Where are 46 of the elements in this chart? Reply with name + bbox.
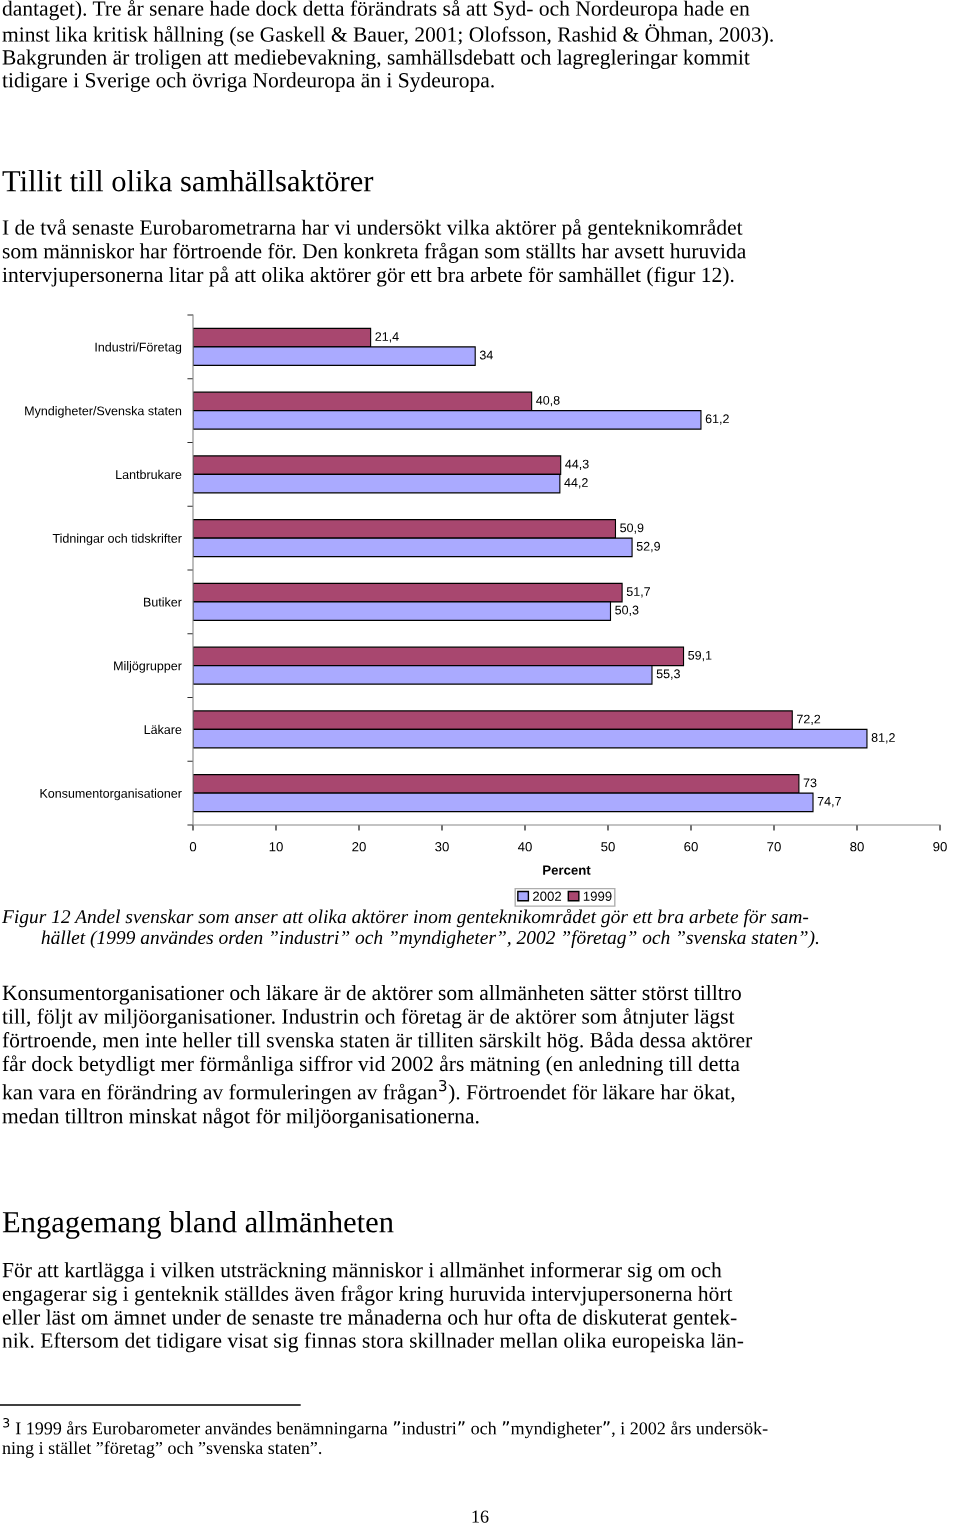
data-label: 72,2	[797, 714, 821, 725]
data-label: 52,9	[636, 541, 660, 553]
text: Figur 12 Andel svenskar som anser att olika aktörer inom genteknikområdet gör ett bra arbete för sam- hället (1999 användes orden ”industri” och ”myndigheter”, 2002 ”företag” och ”svenska staten”).	[1, 909, 819, 949]
legend-label: 2002	[533, 891, 562, 901]
data-label: 40,8	[536, 395, 560, 407]
data-label: 74,7	[817, 797, 841, 808]
text: Tillit till olika samhällsaktörer	[2, 170, 374, 192]
y-tick-label: Tidningar och tidskrifter	[52, 533, 182, 546]
x-tick-label: 10	[269, 842, 283, 852]
text: dantaget). Tre år senare hade dock detta förändrats så att Syd- och Nordeuropa hade en minst lika kritisk hållning (se Gaskell & Bauer, 2001; Olofsson, Rashid & Öhman, 2003). Bakgrunden är troligen att mediebevakning, samhällsdebatt och lagregleringar kommit tidigare i Sverige och övriga Nordeuropa än i Sydeuropa.	[2, 0, 773, 92]
data-label: 50,3	[615, 605, 639, 616]
x-tick-label: 80	[850, 842, 864, 852]
data-label: 81,2	[871, 733, 895, 744]
x-tick-label: 50	[601, 842, 615, 852]
data-label: 44,2	[564, 478, 588, 489]
y-tick-label: Lantbrukare	[116, 469, 182, 480]
x-tick-label: 40	[517, 842, 532, 852]
legend-label: 1999	[583, 891, 612, 901]
x-tick-label: 0	[189, 842, 197, 852]
text: $^{3}$ I 1999 års Eurobarometer användes benämningarna ”industri” och ”myndigheter”, i 2002 års undersök- ning i stället ”företag” och ”svenska staten”.	[2, 1418, 768, 1458]
data-label: 51,7	[626, 587, 650, 598]
data-label: 61,2	[705, 414, 729, 425]
y-tick-label: Miljögrupper	[114, 661, 182, 673]
data-label: 34	[479, 350, 493, 360]
y-tick-label: Läkare	[144, 724, 182, 735]
text: Konsumentorganisationer och läkare är de aktörer som allmänheten sätter störst tilltro till, följt av miljöorganisationer. Industrin och företag är de aktörer som åtnjuter lägst förtroende, men inte heller till svenska staten är tilliten särskilt hög. Båda dessa aktörer får dock betydligt mer förmånliga siffror vid 2002 års mätning (en anledning till detta kan vara en förändring av formuleringen av frågan$^{3}$). Förtroendet för läkare har ökat, medan tilltron minskat något för miljöorganisationerna.	[2, 985, 753, 1128]
data-label: 59,1	[688, 650, 712, 662]
y-tick-label: Industri/Företag	[95, 342, 182, 354]
x-tick-label: 60	[684, 842, 698, 852]
x-tick-label: 20	[352, 842, 366, 852]
data-label: 44,3	[565, 459, 589, 470]
y-tick-label: Butiker	[144, 597, 182, 607]
text: I de två senaste Eurobarometrarna har vi undersökt vilka aktörer på genteknikområdet som människor har förtroende för. Den konkreta frågan som ställts har avsett huruvida intervjupersonerna litar på att olika aktörer gör ett bra arbete för samhället (figur 12).	[2, 219, 746, 287]
text: Engagemang bland allmänheten	[2, 1211, 394, 1239]
data-label: 73	[803, 778, 817, 788]
x-axis-title: Percent	[543, 865, 591, 875]
text: För att kartlägga i vilken utsträckning människor i allmänhet informerar sig om och engagerar sig i genteknik ställdes även frågor kring huruvida intervjupersonerna hört eller läst om ämnet under de senaste tre månaderna och hur ofta de diskuterat gentek- nik. Eftersom det tidigare visat sig finnas stora skillnader mellan olika europeiska län-	[2, 1262, 744, 1353]
y-tick-label: Myndigheter/Svenska staten	[25, 406, 182, 418]
x-tick-label: 30	[435, 842, 449, 852]
data-label: 50,9	[620, 523, 644, 534]
x-tick-label: 70	[767, 842, 781, 852]
data-label: 55,3	[656, 669, 680, 680]
text: 16	[472, 1510, 489, 1523]
y-tick-label: Konsumentorganisationer	[40, 788, 182, 801]
data-label: 21,4	[375, 332, 399, 343]
x-tick-label: 90	[933, 842, 947, 852]
